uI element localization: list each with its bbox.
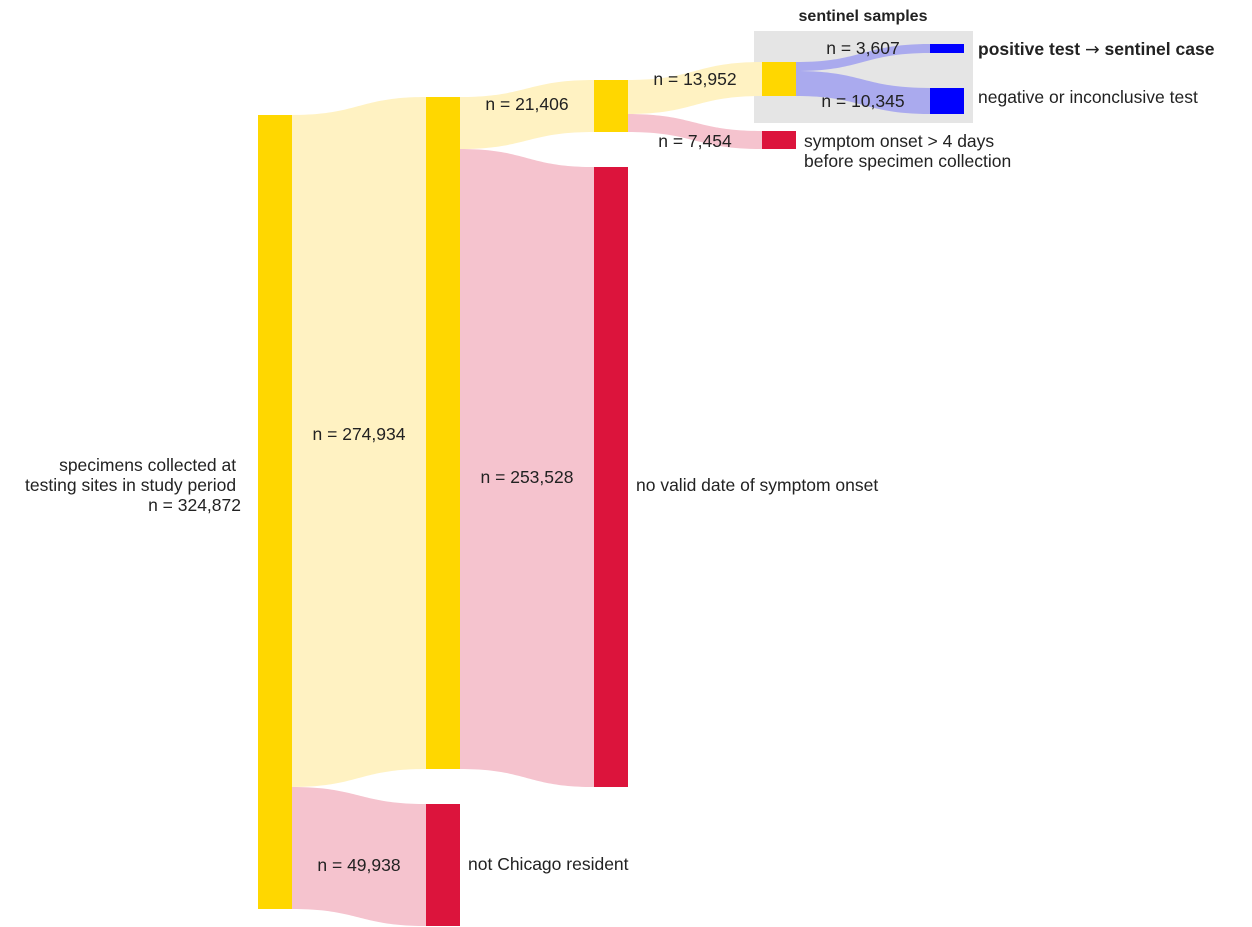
link-negative: [796, 71, 930, 114]
node-negative: [930, 88, 964, 114]
link-label-positive: n = 3,607: [826, 38, 899, 58]
link-within-4-days: [628, 62, 762, 114]
node-chicago-resident: [426, 97, 460, 769]
link-label-late-onset: n = 7,454: [658, 131, 732, 151]
link-not-chicago: [292, 787, 426, 926]
node-positive: [930, 44, 964, 53]
positive-label: positive test → sentinel case: [978, 39, 1215, 60]
node-not-chicago: [426, 804, 460, 926]
link-label-valid-onset: n = 21,406: [485, 94, 568, 114]
not-chicago-label: not Chicago resident: [468, 854, 629, 874]
node-no-onset: [594, 167, 628, 787]
node-sentinel-sample: [762, 62, 796, 96]
link-label-within-4-days: n = 13,952: [653, 69, 736, 89]
link-valid-onset: [460, 80, 594, 149]
link-label-not-chicago: n = 49,938: [317, 855, 400, 875]
late-onset-label: symptom onset > 4 days before specimen c…: [804, 131, 1011, 171]
link-label-no-onset: n = 253,528: [481, 467, 574, 487]
link-positive: [796, 44, 930, 71]
link-late-onset: [628, 114, 762, 149]
link-no-onset: [460, 149, 594, 787]
arrow-right-icon: →: [1085, 40, 1100, 60]
link-label-chicago: n = 274,934: [313, 424, 406, 444]
negative-label: negative or inconclusive test: [978, 87, 1198, 107]
link-label-negative: n = 10,345: [821, 91, 904, 111]
node-source: [258, 115, 292, 909]
node-valid-onset: [594, 80, 628, 132]
link-chicago: [292, 97, 426, 787]
node-late-onset: [762, 131, 796, 149]
sentinel-group-title: sentinel samples: [799, 8, 928, 25]
no-onset-label: no valid date of symptom onset: [636, 475, 878, 495]
source-label: specimens collected at testing sites in …: [25, 455, 241, 515]
